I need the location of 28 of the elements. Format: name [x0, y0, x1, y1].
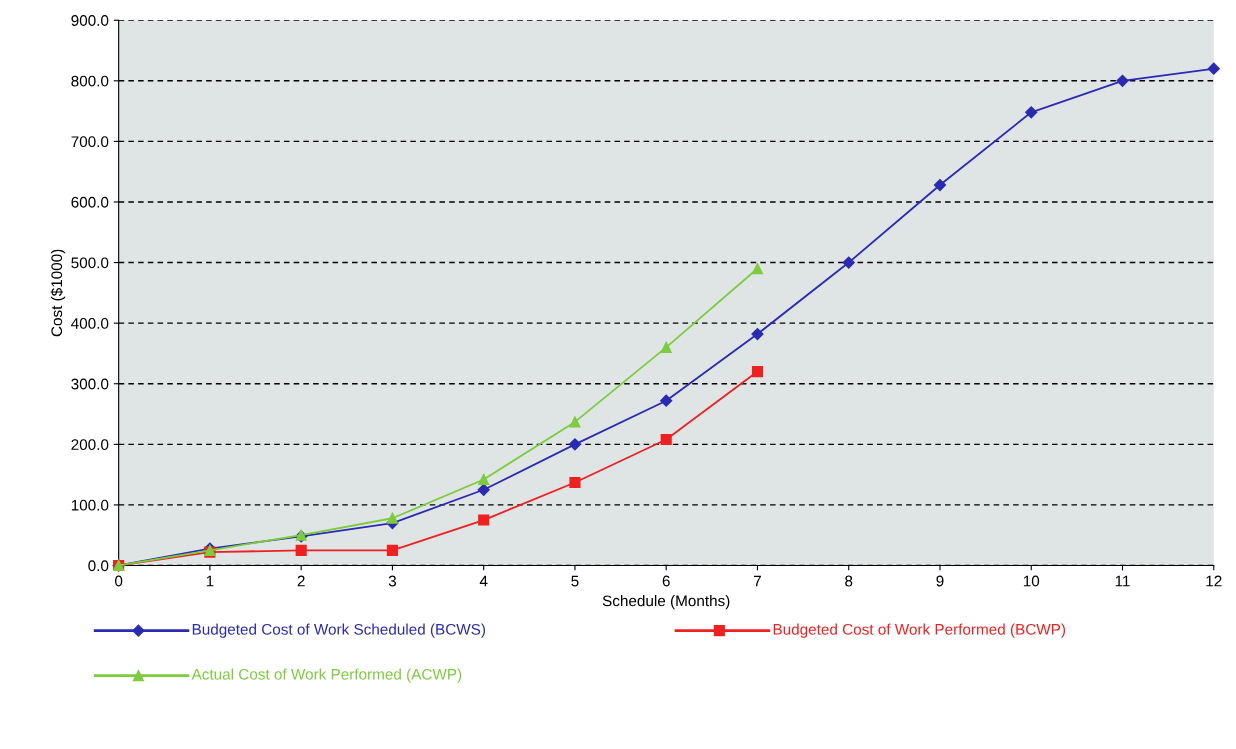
y-tick-label: 800.0	[71, 75, 109, 87]
y-tick-label: 700.0	[71, 136, 109, 148]
x-tick-label: 10	[1023, 575, 1040, 587]
x-tick-label: 6	[662, 575, 670, 587]
x-tick-label: 3	[388, 575, 397, 587]
y-tick-label: 500.0	[71, 257, 109, 269]
text: Budgeted Cost of Work Performed (BCWP)	[773, 623, 1066, 638]
x-tick-label: 7	[754, 575, 761, 587]
x-tick-label: 11	[1115, 575, 1130, 587]
x-tick-label: 4	[479, 575, 488, 587]
x-tick-label: 9	[936, 575, 944, 587]
x-axis-title: Schedule (Months)	[602, 595, 730, 610]
y-tick-label: 200.0	[71, 439, 109, 451]
x-tick-label: 0	[115, 575, 123, 587]
x-tick-label: 8	[845, 575, 853, 587]
y-axis-title: Cost ($1000)	[50, 249, 66, 337]
y-tick-label: 600.0	[71, 196, 109, 208]
y-tick-label: 900.0	[71, 15, 109, 26]
x-tick-label: 5	[571, 575, 579, 587]
x-tick-label: 1	[206, 575, 214, 587]
y-tick-label: 0.0	[88, 560, 109, 572]
y-tick-label: 400.0	[71, 318, 109, 329]
y-tick-label: 100.0	[71, 499, 109, 511]
x-tick-label: 2	[297, 575, 305, 587]
text: Budgeted Cost of Work Scheduled (BCWS)	[192, 623, 486, 638]
y-tick-label: 300.0	[71, 378, 109, 390]
text: Actual Cost of Work Performed (ACWP)	[191, 668, 462, 683]
x-tick-label: 12	[1206, 575, 1222, 587]
